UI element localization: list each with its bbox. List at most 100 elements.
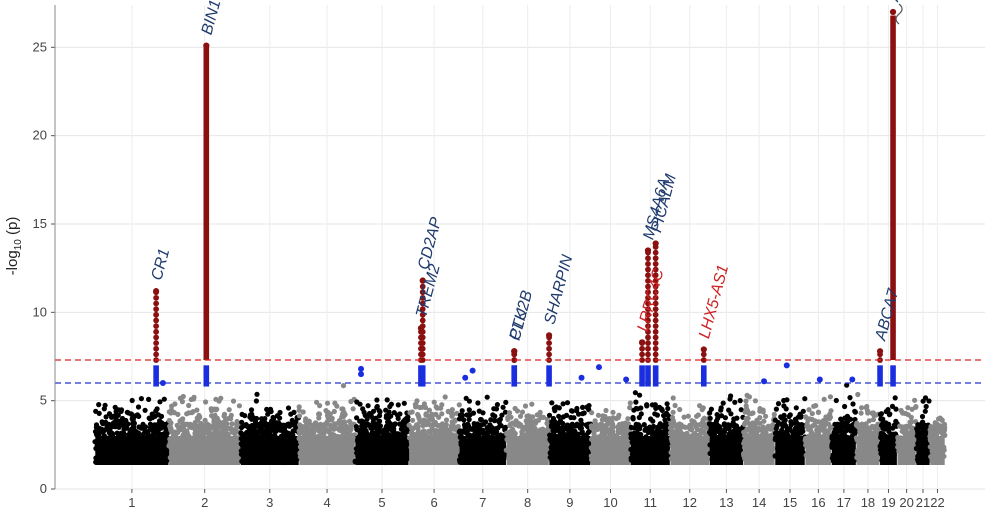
locus-significant-point xyxy=(419,294,426,301)
snp-point xyxy=(652,402,658,408)
snp-point xyxy=(567,423,573,429)
snp-point xyxy=(595,412,602,418)
snp-point xyxy=(579,429,585,435)
snp-point xyxy=(340,383,347,389)
snp-point xyxy=(450,411,456,417)
snp-point xyxy=(433,411,439,417)
snp-point xyxy=(695,412,701,418)
snp-point xyxy=(502,409,508,415)
locus-significant-point xyxy=(645,283,651,290)
snp-point xyxy=(571,415,577,421)
snp-point xyxy=(676,431,682,437)
snp-point xyxy=(161,396,167,402)
snp-point-suggestive xyxy=(595,364,602,371)
locus-significant-point xyxy=(419,328,426,335)
snp-point xyxy=(654,412,661,418)
snp-point xyxy=(229,426,235,432)
snp-point xyxy=(376,413,383,419)
snp-point xyxy=(524,413,530,419)
snp-point xyxy=(602,413,608,420)
snp-point xyxy=(491,418,498,424)
locus-significant-point xyxy=(645,345,651,352)
x-tick-label-7: 7 xyxy=(479,495,486,510)
snp-point xyxy=(677,406,683,413)
snp-point xyxy=(376,425,382,431)
snp-point xyxy=(847,395,853,401)
snp-point xyxy=(270,422,276,428)
locus-significant-point xyxy=(652,334,659,341)
snp-point xyxy=(915,430,921,436)
snp-point xyxy=(423,411,429,417)
snp-point xyxy=(417,404,423,411)
y-tick-label-5: 5 xyxy=(40,393,47,408)
snp-point-suggestive xyxy=(783,362,790,369)
locus-significant-point xyxy=(639,345,645,352)
snp-point xyxy=(159,420,165,426)
locus-significant-point xyxy=(652,317,659,324)
snp-point xyxy=(682,424,689,430)
locus-significant-point xyxy=(153,306,160,313)
snp-point xyxy=(365,403,371,409)
snp-point xyxy=(761,418,767,424)
snp-point xyxy=(206,427,212,433)
snp-point xyxy=(913,404,919,410)
snp-point xyxy=(656,404,663,410)
snp-point xyxy=(239,411,245,417)
snp-point xyxy=(359,421,365,427)
snp-point xyxy=(581,410,587,416)
locus-suggestive-band xyxy=(203,365,210,387)
snp-point xyxy=(113,408,119,415)
locus-significant-point xyxy=(652,255,659,262)
snp-point xyxy=(661,429,667,435)
snp-point xyxy=(226,415,232,422)
snp-dense-band xyxy=(549,436,591,465)
snp-point xyxy=(560,420,566,426)
gene-label-lrrc4c: LRRC4C xyxy=(635,267,668,334)
snp-point xyxy=(631,407,637,413)
snp-point xyxy=(805,426,811,432)
locus-cr1-points xyxy=(153,288,160,387)
chromosome-21-points xyxy=(913,395,933,465)
snp-point xyxy=(793,405,799,411)
snp-point xyxy=(158,413,165,419)
snp-point xyxy=(815,409,822,415)
locus-significant-point xyxy=(645,261,651,267)
snp-point xyxy=(331,408,337,415)
snp-point xyxy=(376,418,383,424)
snp-point xyxy=(885,407,891,413)
snp-point xyxy=(920,398,926,404)
snp-point xyxy=(592,418,598,424)
snp-point xyxy=(247,430,253,437)
snp-point xyxy=(371,422,377,428)
gene-label-sharpin: SHARPIN xyxy=(542,253,577,327)
snp-point xyxy=(535,417,542,423)
snp-point xyxy=(236,403,242,409)
locus-significant-band xyxy=(203,45,210,361)
snp-point xyxy=(828,424,834,430)
snp-point xyxy=(273,428,279,434)
snp-point xyxy=(560,414,567,420)
snp-point xyxy=(402,422,408,428)
snp-point xyxy=(332,400,338,406)
snp-point xyxy=(196,414,202,421)
axis-break-mark xyxy=(895,3,903,25)
snp-point xyxy=(627,405,633,411)
snp-point xyxy=(387,403,393,410)
locus-significant-point xyxy=(652,272,659,279)
locus-significant-point xyxy=(652,351,659,358)
snp-point xyxy=(131,426,137,432)
snp-dense-band xyxy=(459,436,506,465)
snp-point xyxy=(785,426,791,432)
snp-point xyxy=(589,410,595,416)
locus-peak-point xyxy=(700,346,707,353)
snp-point xyxy=(537,409,543,415)
snp-point xyxy=(136,424,142,430)
snp-dense-band xyxy=(409,436,460,465)
snp-point xyxy=(772,417,778,423)
snp-point xyxy=(783,406,789,412)
locus-significant-point xyxy=(546,345,552,352)
snp-point xyxy=(803,414,809,420)
snp-point xyxy=(864,408,871,414)
snp-point xyxy=(708,428,714,435)
